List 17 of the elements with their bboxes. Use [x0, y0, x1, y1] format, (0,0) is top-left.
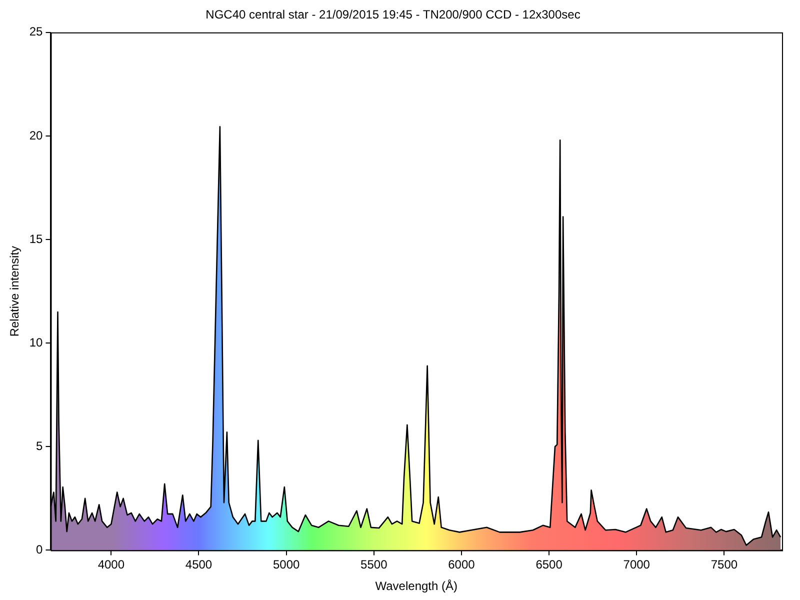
- y-tick-label: 15: [29, 232, 44, 246]
- x-tick-label: 7500: [710, 558, 738, 572]
- chart-title: NGC40 central star - 21/09/2015 19:45 - TN200/900 CCD - 12x300sec: [206, 8, 580, 22]
- x-tick-label: 4000: [98, 558, 125, 572]
- x-tick-label: 6000: [448, 558, 476, 572]
- x-tick-label: 5000: [272, 558, 300, 572]
- y-tick-label: 10: [29, 335, 44, 350]
- y-tick-label: 25: [29, 24, 44, 39]
- x-tick-label: 5500: [360, 558, 388, 572]
- y-tick-label: 20: [29, 128, 44, 142]
- y-tick-label: 0: [36, 542, 44, 557]
- x-tick-label: 6500: [536, 558, 563, 572]
- x-tick-label: 4500: [185, 558, 212, 572]
- x-tick-label: 7000: [623, 558, 650, 572]
- y-tick-label: 5: [36, 438, 44, 453]
- y-axis-title: Relative intensity: [8, 246, 22, 337]
- x-axis-title: Wavelength (Å): [375, 579, 458, 594]
